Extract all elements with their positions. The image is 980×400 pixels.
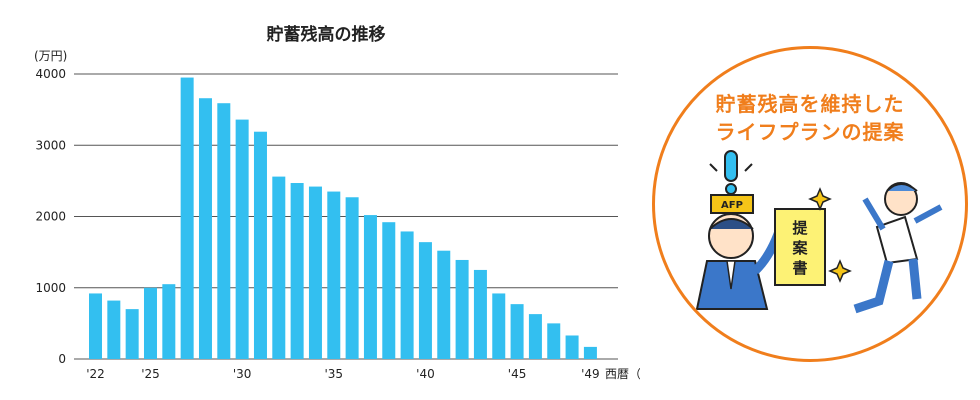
illustration-title-line1: 貯蓄残高を維持した [715,92,905,116]
illustration-title-line2: ライフプランの提案 [715,120,905,144]
bar-2028 [198,98,212,359]
afp-badge-text: AFP [721,200,743,211]
x-tick-label: '40 [416,367,435,381]
sparkle-icon [828,259,852,283]
bar-2035 [327,191,341,359]
sparkle-icon [808,187,832,211]
y-tick-label: 2000 [35,210,66,224]
y-tick-label: 1000 [35,281,66,295]
y-tick-labels: 0 1000 2000 3000 4000 [35,67,66,366]
exclamation-icon [709,150,753,195]
bar-2029 [217,103,231,360]
x-tick-label: '30 [233,367,252,381]
bar-2041 [437,250,451,359]
bar-2022 [89,293,102,359]
y-tick-label: 4000 [35,67,66,81]
bar-2037 [363,215,377,359]
savings-bar-chart: 貯蓄残高の推移 (万円) 0 1000 2000 3000 4000 '22 '25 '30… [34,24,640,381]
bar-2030 [235,119,249,359]
x-tick-label: '22 [86,367,105,381]
y-tick-label: 3000 [35,138,66,152]
bar-2026 [162,284,176,359]
bar-2048 [565,335,579,359]
bar-2033 [290,183,304,359]
bar-2046 [528,314,542,359]
afp-badge [710,194,754,214]
bar-2038 [382,222,396,359]
x-tick-labels: '22 '25 '30 '35 '40 '45 '49 [86,367,599,381]
bar-2036 [345,197,359,359]
client-figure [853,182,943,314]
bar-2042 [455,259,469,359]
bar-2040 [418,242,432,359]
document-char-2: 案 [791,239,808,257]
bar-2034 [308,186,322,359]
bar-2031 [253,131,267,359]
x-tick-label: '25 [141,367,160,381]
bar-2043 [473,269,487,359]
x-tick-label: '35 [325,367,344,381]
bar-2044 [492,293,506,359]
bar-2045 [510,304,524,359]
x-tick-label: '49 [581,367,600,381]
planner-figure: AFP [695,194,788,310]
chart-title: 貯蓄残高の推移 [267,24,386,45]
bars [89,77,597,360]
bar-2025 [143,287,157,359]
bar-2049 [583,346,597,359]
bar-2047 [547,323,561,359]
x-tick-label: '45 [508,367,527,381]
bar-2032 [272,176,286,359]
bar-2027 [180,77,194,359]
y-axis-unit: (万円) [34,49,67,63]
planner-and-client-drawing: AFP 提 案 書 [695,150,943,314]
bar-2024 [125,309,139,359]
document-char-1: 提 [792,219,808,237]
proposal-illustration: 貯蓄残高を維持した ライフプランの提案 AFP 提 案 書 [652,46,968,362]
x-axis-label: 西暦（年度） [605,366,640,381]
proposal-document: 提 案 書 [774,187,852,286]
document-char-3: 書 [792,259,807,277]
y-tick-label: 0 [58,352,66,366]
bar-2039 [400,231,414,359]
bar-2023 [107,300,121,359]
